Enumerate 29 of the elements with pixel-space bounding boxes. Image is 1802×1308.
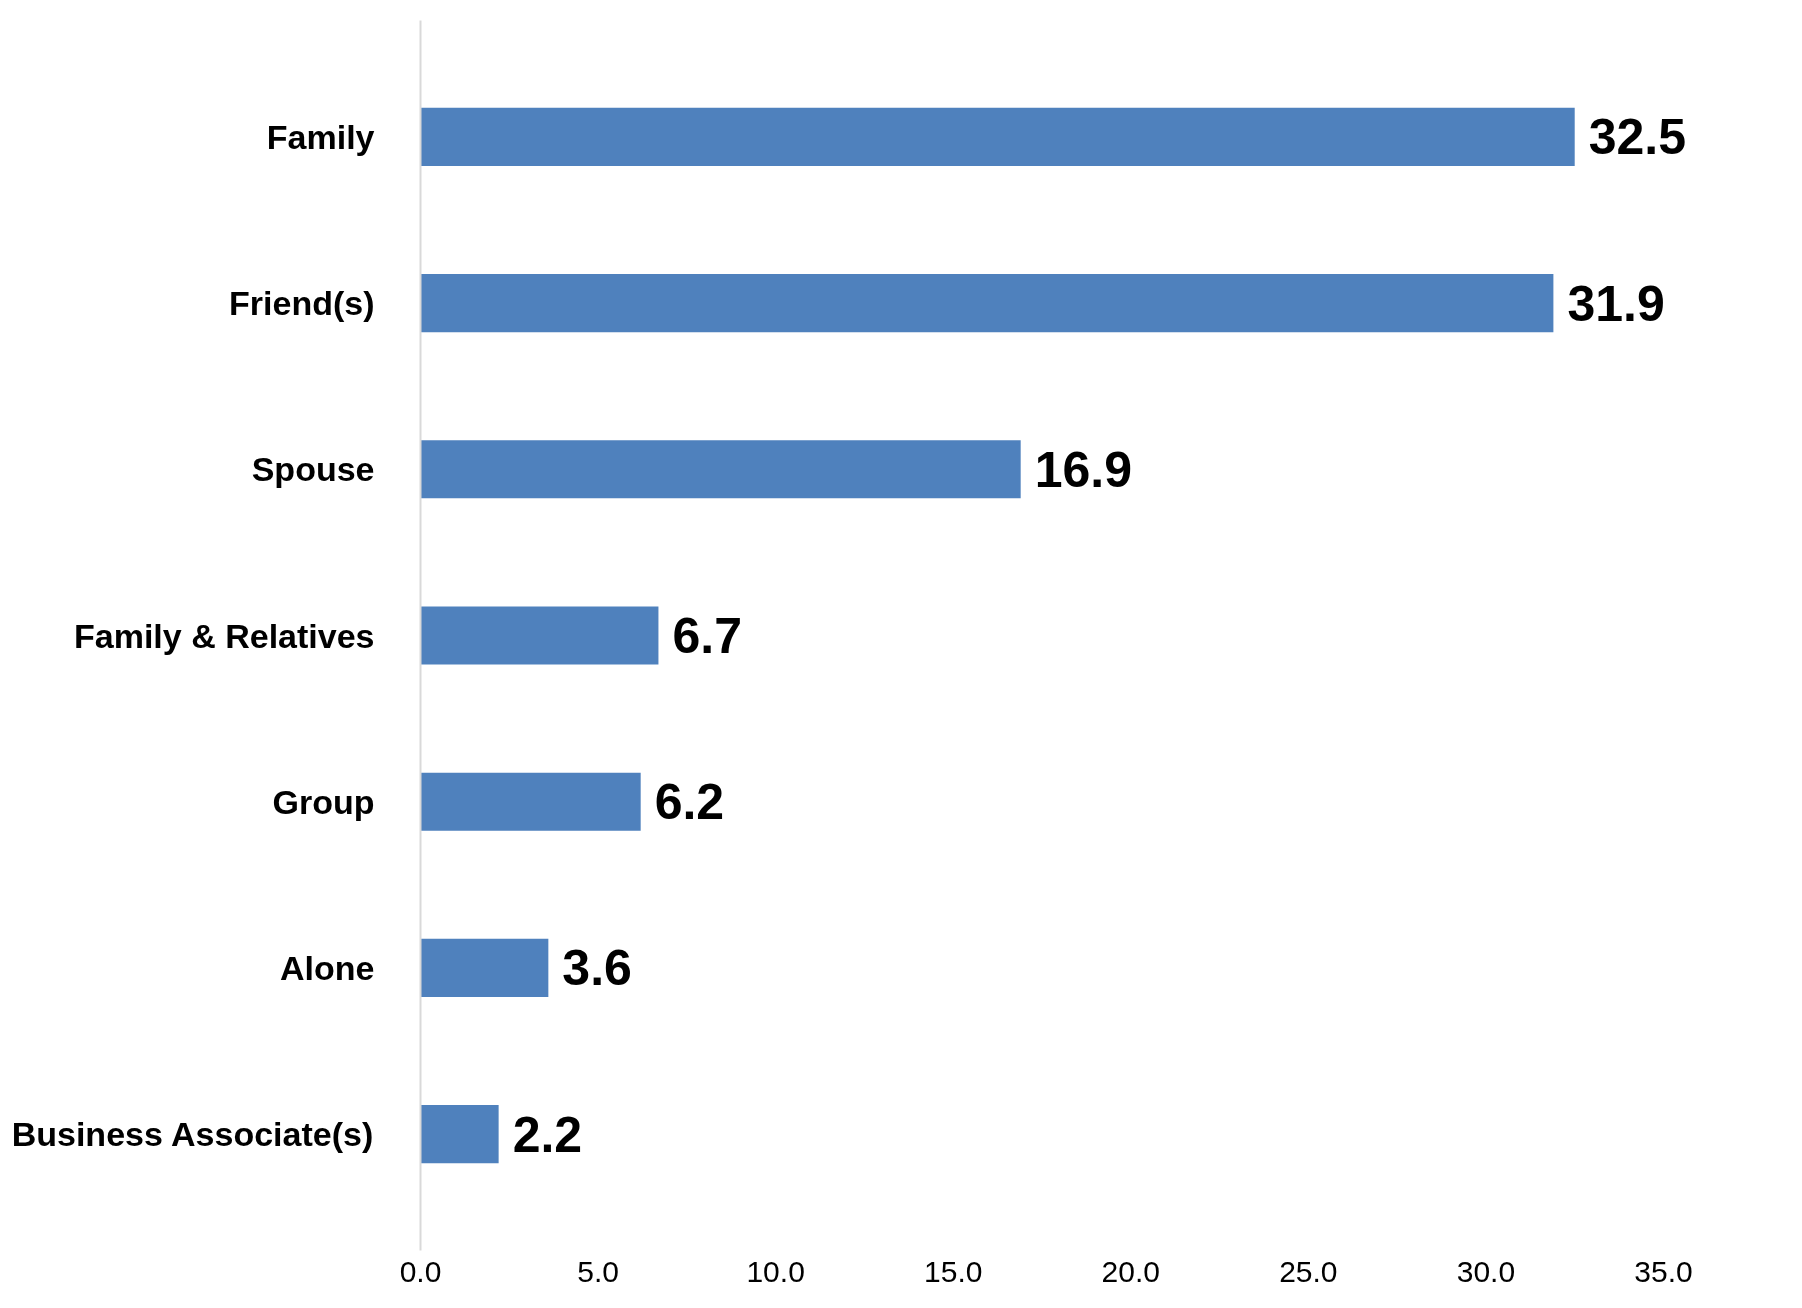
data-label: 16.9 bbox=[1034, 441, 1133, 498]
bar bbox=[420, 273, 1554, 333]
x-tick-label: 25.0 bbox=[1279, 1254, 1338, 1288]
y-tick-label: Friend(s) bbox=[229, 284, 375, 323]
y-tick-label: Business Associate(s) bbox=[11, 1115, 374, 1154]
y-tick-label: Spouse bbox=[251, 450, 375, 489]
data-label: 6.2 bbox=[654, 774, 725, 831]
data-label: 6.7 bbox=[672, 608, 742, 664]
y-tick-label: Family & Relatives bbox=[74, 616, 375, 655]
y-tick-label: Family bbox=[266, 117, 375, 156]
x-tick-label: 30.0 bbox=[1456, 1254, 1516, 1288]
bar bbox=[420, 938, 549, 998]
bar bbox=[420, 107, 1575, 166]
x-tick-label: 35.0 bbox=[1634, 1254, 1693, 1288]
x-tick-label: 10.0 bbox=[746, 1254, 805, 1288]
y-tick-label: Alone bbox=[280, 948, 375, 987]
data-label: 2.2 bbox=[512, 1106, 583, 1163]
x-tick-label: 20.0 bbox=[1101, 1254, 1160, 1288]
x-tick-label: 0.0 bbox=[399, 1254, 442, 1288]
data-label: 31.9 bbox=[1567, 275, 1665, 332]
x-tick-label: 5.0 bbox=[577, 1254, 619, 1288]
bar bbox=[420, 606, 659, 665]
bar bbox=[420, 440, 1021, 499]
bar bbox=[420, 772, 641, 831]
y-tick-label: Group bbox=[272, 782, 375, 821]
data-label: 3.6 bbox=[562, 940, 632, 997]
bar bbox=[420, 1105, 499, 1164]
data-label: 32.5 bbox=[1588, 109, 1687, 166]
x-tick-label: 15.0 bbox=[924, 1254, 983, 1288]
